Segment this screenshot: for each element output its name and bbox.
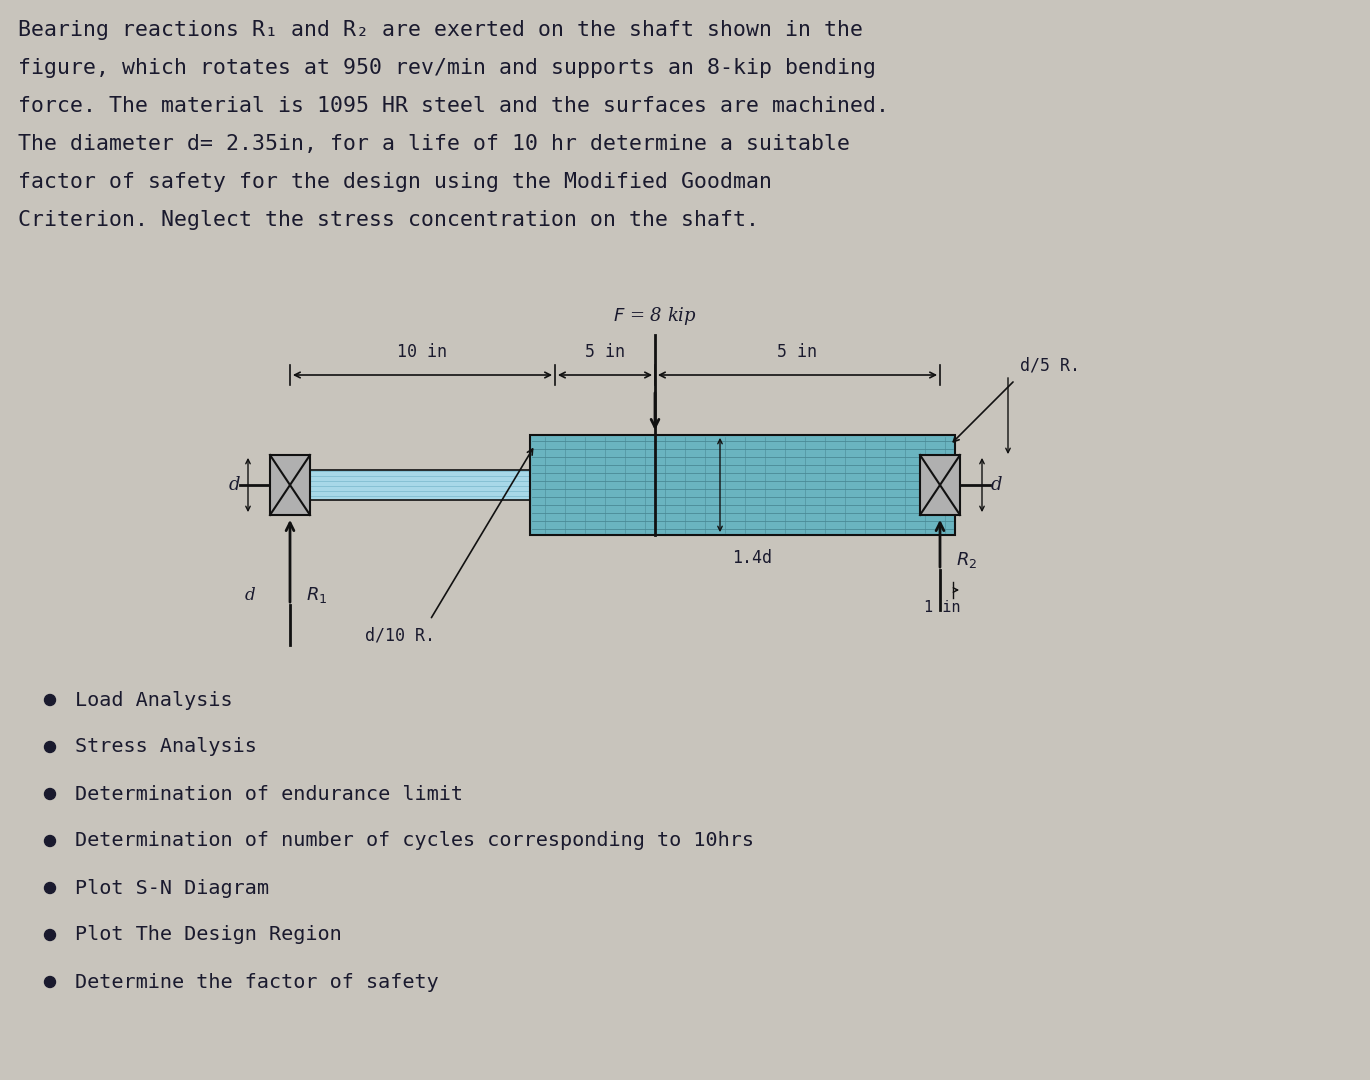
Text: 10 in: 10 in bbox=[397, 343, 448, 361]
Text: $F$ = 8 kip: $F$ = 8 kip bbox=[614, 305, 697, 327]
Circle shape bbox=[44, 836, 56, 847]
Text: Load Analysis: Load Analysis bbox=[75, 690, 233, 710]
Text: d: d bbox=[991, 476, 1001, 494]
Text: Determine the factor of safety: Determine the factor of safety bbox=[75, 972, 438, 991]
Text: 5 in: 5 in bbox=[778, 343, 818, 361]
Text: Stress Analysis: Stress Analysis bbox=[75, 738, 258, 756]
Text: The diameter d= 2.35in, for a life of 10 hr determine a suitable: The diameter d= 2.35in, for a life of 10… bbox=[18, 134, 849, 154]
Circle shape bbox=[44, 882, 56, 893]
Text: Plot S-N Diagram: Plot S-N Diagram bbox=[75, 878, 269, 897]
Text: Plot The Design Region: Plot The Design Region bbox=[75, 926, 341, 945]
Text: 1 in: 1 in bbox=[925, 600, 960, 615]
Text: Determination of endurance limit: Determination of endurance limit bbox=[75, 784, 463, 804]
Text: force. The material is 1095 HR steel and the surfaces are machined.: force. The material is 1095 HR steel and… bbox=[18, 96, 889, 116]
Text: $R_1$: $R_1$ bbox=[306, 585, 327, 605]
Bar bbox=[921, 455, 960, 515]
Text: $R_2$: $R_2$ bbox=[956, 550, 977, 570]
Circle shape bbox=[44, 694, 56, 705]
Text: d/10 R.: d/10 R. bbox=[364, 626, 436, 644]
Bar bbox=[270, 470, 960, 500]
Text: d: d bbox=[229, 476, 240, 494]
Text: d: d bbox=[245, 586, 255, 604]
Bar bbox=[530, 435, 955, 535]
Text: d/5 R.: d/5 R. bbox=[1021, 356, 1080, 374]
Bar bbox=[270, 455, 310, 515]
Circle shape bbox=[44, 930, 56, 941]
Text: 5 in: 5 in bbox=[585, 343, 625, 361]
Circle shape bbox=[44, 742, 56, 753]
Text: factor of safety for the design using the Modified Goodman: factor of safety for the design using th… bbox=[18, 172, 773, 192]
Text: 1.4d: 1.4d bbox=[732, 549, 773, 567]
Text: Determination of number of cycles corresponding to 10hrs: Determination of number of cycles corres… bbox=[75, 832, 754, 851]
Text: Bearing reactions R₁ and R₂ are exerted on the shaft shown in the: Bearing reactions R₁ and R₂ are exerted … bbox=[18, 21, 863, 40]
Circle shape bbox=[44, 788, 56, 799]
Circle shape bbox=[44, 976, 56, 987]
Text: Criterion. Neglect the stress concentration on the shaft.: Criterion. Neglect the stress concentrat… bbox=[18, 210, 759, 230]
Text: figure, which rotates at 950 rev/min and supports an 8-kip bending: figure, which rotates at 950 rev/min and… bbox=[18, 58, 875, 78]
